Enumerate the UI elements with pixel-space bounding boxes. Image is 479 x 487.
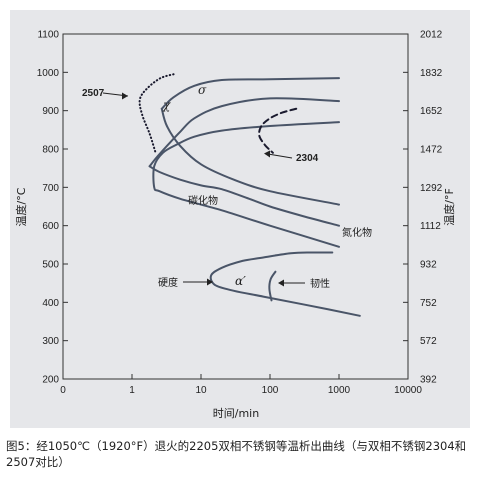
curve-series-9 [268,270,277,302]
label-2507-arrowhead [122,92,128,100]
curve-series-1 [160,77,340,110]
y-right-tick-label: 1652 [420,106,443,117]
hardness-arrowhead [207,278,213,286]
curve-series-8 [209,251,361,317]
toughness-arrowhead [278,279,284,287]
x-tick-label: 10000 [394,385,422,396]
y-right-tick-label: 1112 [420,221,441,232]
y-right-tick-label: 752 [420,298,437,309]
curve-series-3 [152,121,340,248]
label-carbides: 碳化物 [188,194,218,207]
y-right-tick-label: 392 [420,375,437,386]
y-axis-title-left: 温度/°C [14,187,28,226]
label-2507: 2507 [82,88,105,99]
y-right-tick-label: 1472 [420,145,443,156]
y-left-tick-label: 1100 [37,30,59,41]
y-right-tick-label: 1292 [420,183,443,194]
curve-layer [138,73,361,317]
y-axis-title-right: 温度/°F [442,188,456,226]
label-sigma: σ [198,83,207,97]
y-left-tick-label: 1000 [37,68,60,79]
y-left-tick-label: 800 [42,145,59,156]
y-right-tick-label: 932 [420,260,437,271]
label-2304-arrow [267,153,293,159]
x-tick-label: 10 [195,385,207,396]
x-tick-label: 100 [262,385,279,396]
y-left-tick-label: 700 [42,183,59,194]
y-left-tick-label: 400 [42,298,59,309]
y-right-tick-label: 1832 [420,68,443,79]
label-hardness: 硬度 [158,276,178,289]
tick-layer: 0 1 10 100 1000 10000 200 300 400 500 600 700 800 900… [37,30,443,397]
plot-frame [62,33,409,380]
label-chi: χ [162,98,171,112]
curve-series-2 [148,97,340,168]
curve-series-4 [160,107,340,206]
x-tick-label: 1 [129,385,135,396]
label-toughness: 韧性 [310,277,330,290]
y-left-tick-label: 200 [42,375,59,386]
label-2304: 2304 [296,153,319,164]
y-left-tick-label: 300 [42,336,59,347]
curve-2507 [138,73,175,154]
curve-series-5 [148,165,340,227]
arrow-layer [102,92,305,287]
figure-caption: 图5：经1050℃（1920°F）退火的2205双相不锈钢等温析出曲线（与双相不… [6,439,467,469]
label-alpha-prime: α′ [235,274,246,288]
x-tick-label: 0 [60,385,66,396]
curve-2304 [258,107,298,154]
y-right-tick-label: 572 [420,336,437,347]
label-2304-arrowhead [264,150,270,158]
y-left-tick-label: 500 [42,260,59,271]
x-axis-title: 时间/min [213,407,259,420]
annotation-layer: 2507 2304 σ χ 碳化物 氮化物 α′ 硬度 韧性 时间/min 温度… [14,83,456,420]
y-right-tick-label: 2012 [420,30,443,41]
y-left-tick-label: 600 [42,221,59,232]
y-left-tick-label: 900 [42,106,59,117]
x-tick-label: 1000 [328,385,351,396]
label-nitrides: 氮化物 [342,226,372,239]
